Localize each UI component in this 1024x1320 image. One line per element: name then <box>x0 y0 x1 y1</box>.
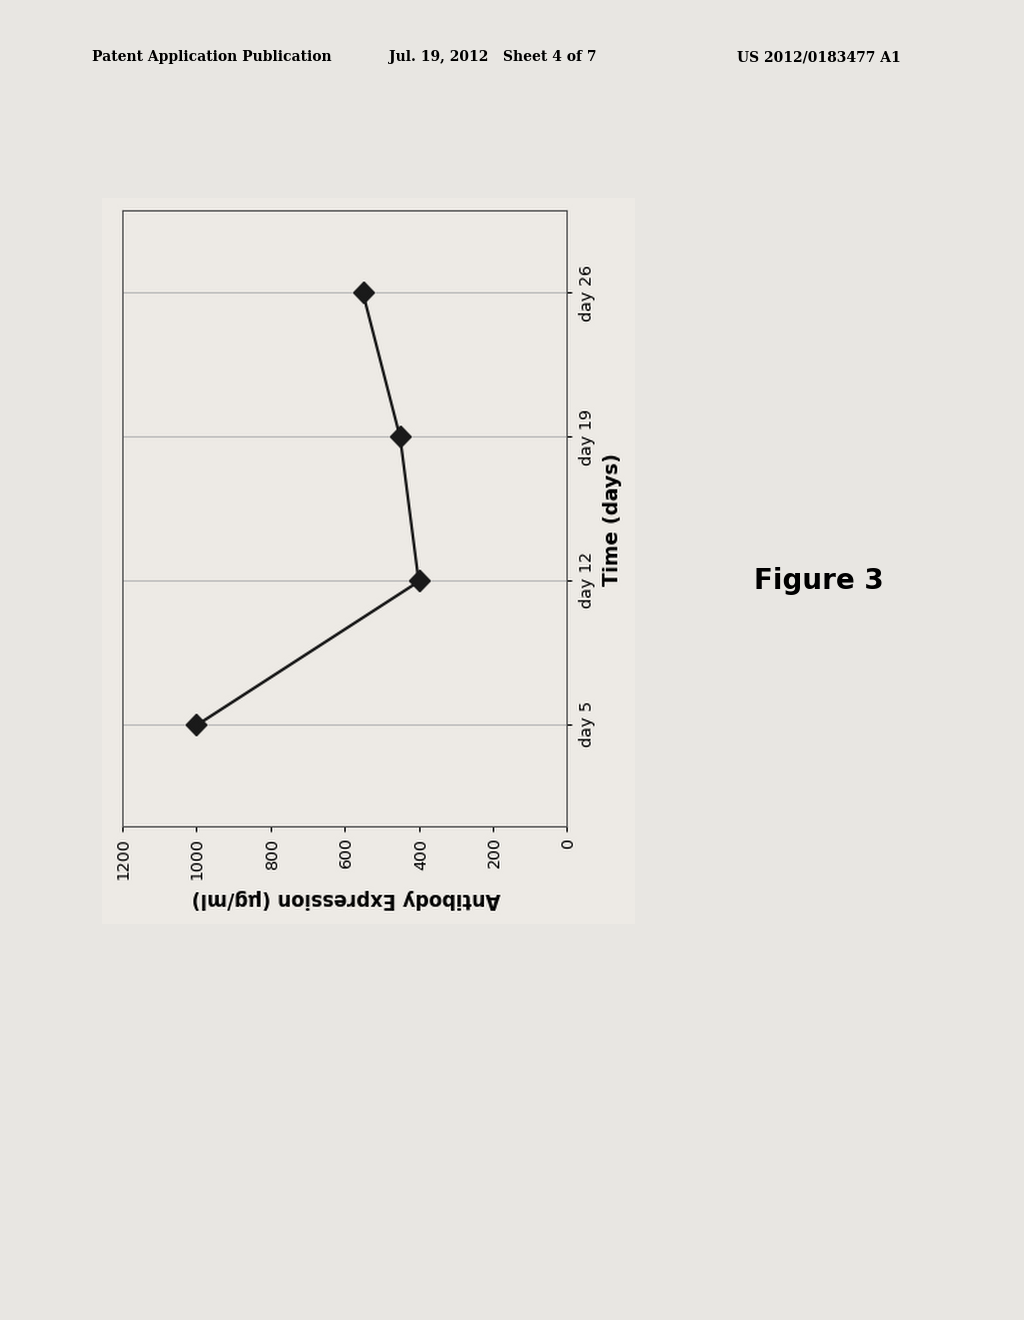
Text: Figure 3: Figure 3 <box>755 566 884 595</box>
Text: Patent Application Publication: Patent Application Publication <box>92 50 332 65</box>
Text: US 2012/0183477 A1: US 2012/0183477 A1 <box>737 50 901 65</box>
Text: Jul. 19, 2012   Sheet 4 of 7: Jul. 19, 2012 Sheet 4 of 7 <box>389 50 597 65</box>
